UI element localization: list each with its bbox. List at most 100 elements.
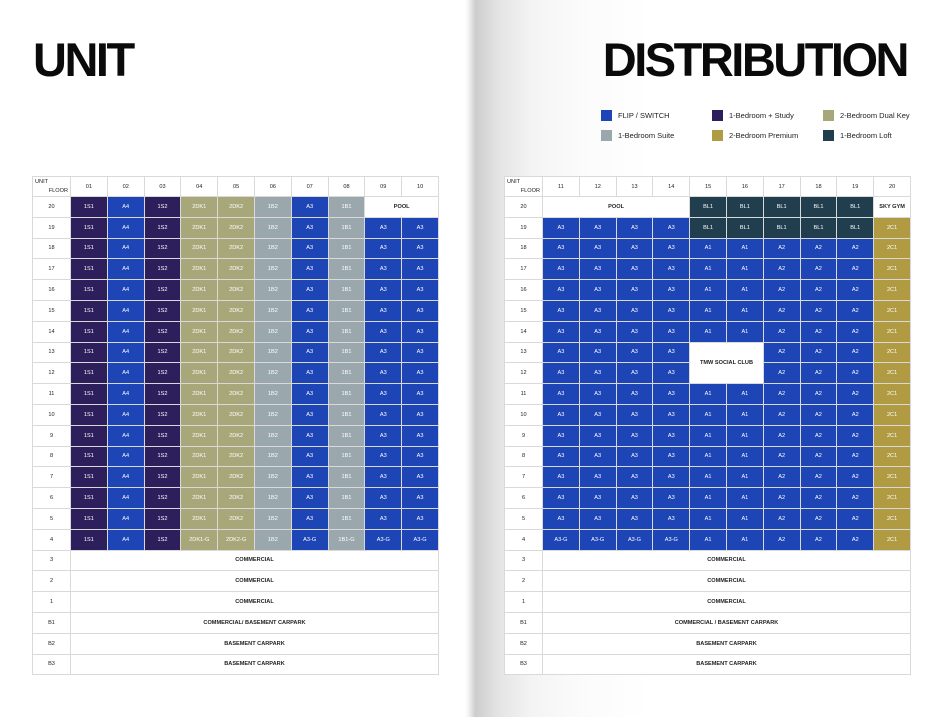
floor-number: 8	[504, 445, 543, 468]
unit-cell: A1	[689, 487, 727, 509]
unit-cell: 2C1	[873, 466, 911, 489]
unit-cell: 2DK2	[217, 487, 255, 509]
unit-cell: 1B2	[253, 362, 292, 385]
unit-cell: A4	[106, 320, 145, 343]
unit-cell: 1B1	[327, 216, 366, 239]
unit-cell: 2DK1	[180, 216, 219, 239]
unit-cell: A1	[725, 279, 764, 301]
unit-cell: A2	[762, 445, 801, 468]
unit-cell: 1B2	[253, 487, 292, 509]
unit-cell: A2	[762, 424, 801, 447]
unit-cell: A3	[578, 424, 617, 447]
unit-cell: A4	[106, 487, 145, 509]
unit-cell: 2DK1	[180, 383, 219, 405]
unit-cell: A1	[689, 237, 727, 260]
unit-cell: 2DK1	[180, 299, 219, 322]
unit-cell: 1B2	[253, 424, 292, 447]
unit-column-header: 04	[180, 176, 219, 197]
unit-cell: A4	[106, 279, 145, 301]
unit-cell: A1	[725, 507, 764, 530]
unit-cell: 1S1	[70, 196, 108, 218]
unit-cell: 1S2	[143, 466, 182, 489]
unit-cell: 2DK2	[217, 466, 255, 489]
unit-cell: A3	[364, 487, 403, 509]
lower-floor-row: 2 COMMERCIAL	[32, 570, 439, 593]
unit-column-header: 18	[799, 176, 838, 197]
unit-cell: A1	[689, 383, 727, 405]
unit-cell: A3-G	[542, 528, 580, 551]
unit-cell: 1S1	[70, 341, 108, 364]
unit-cell: A2	[799, 445, 838, 468]
floor-number: B2	[32, 632, 71, 655]
unit-cell: A2	[799, 362, 838, 385]
unit-cell: A2	[799, 341, 838, 364]
floor-row: 13 1S1 A4 1S2 2DK1 2DK2 1B2 A3 1B1 A3 A3	[32, 341, 439, 364]
unit-cell: A3	[401, 320, 439, 343]
unit-cell: A3	[364, 216, 403, 239]
floor-number: B3	[32, 653, 71, 676]
floor-row: 11 1S1 A4 1S2 2DK1 2DK2 1B2 A3 1B1 A3 A3	[32, 383, 439, 405]
unit-cell: 2DK2	[217, 258, 255, 281]
floor-number: 1	[32, 591, 71, 613]
unit-cell: BL1	[836, 216, 875, 239]
unit-cell: A3	[615, 299, 654, 322]
unit-cell: A1	[689, 299, 727, 322]
unit-cell: A3	[401, 466, 439, 489]
legend-label: 2-Bedroom Dual Key	[840, 111, 910, 120]
unit-label: UNIT	[507, 179, 521, 185]
floor-number: 13	[504, 341, 543, 364]
unit-cell: A2	[836, 507, 875, 530]
floor-row: 12 1S1 A4 1S2 2DK1 2DK2 1B2 A3 1B1 A3 A3	[32, 362, 439, 385]
floor-use-label: COMMERCIAL	[70, 570, 439, 593]
unit-cell: A1	[725, 487, 764, 509]
unit-cell: A3	[364, 362, 403, 385]
unit-cell: A3	[290, 341, 329, 364]
unit-cell: A3	[652, 341, 691, 364]
floor-row: 18 A3 A3 A3 A3 A1 A1 A2 A2 A2 2C1	[504, 237, 911, 260]
unit-cell: BL1	[799, 196, 838, 218]
floor-number: 5	[504, 507, 543, 530]
lower-floor-row: B3 BASEMENT CARPARK	[32, 653, 439, 676]
unit-column-header: 15	[689, 176, 727, 197]
unit-cell: A3	[542, 320, 580, 343]
unit-cell: A3	[364, 341, 403, 364]
unit-cell: A1	[725, 466, 764, 489]
unit-cell: A3	[542, 487, 580, 509]
lower-floor-row: 3 COMMERCIAL	[504, 549, 911, 572]
unit-cell: 2C1	[873, 383, 911, 405]
unit-cell: 2C1	[873, 258, 911, 281]
floor-row: 5 A3 A3 A3 A3 A1 A1 A2 A2 A2 2C1	[504, 507, 911, 530]
unit-cell: A3	[615, 320, 654, 343]
unit-cell: A3	[290, 320, 329, 343]
unit-cell: A3	[578, 487, 617, 509]
unit-cell: A3	[542, 424, 580, 447]
unit-cell: A2	[836, 320, 875, 343]
unit-cell: BL1	[725, 216, 764, 239]
floor-row: 19 1S1 A4 1S2 2DK1 2DK2 1B2 A3 1B1 A3 A3	[32, 216, 439, 239]
unit-cell: A3	[364, 279, 403, 301]
unit-cell: A3	[578, 258, 617, 281]
floor-row: 17 1S1 A4 1S2 2DK1 2DK2 1B2 A3 1B1 A3 A3	[32, 258, 439, 281]
unit-cell: A3	[578, 320, 617, 343]
unit-cell: A3	[290, 487, 329, 509]
floor-number: 11	[32, 383, 71, 405]
unit-cell: A4	[106, 258, 145, 281]
floor-number: 4	[504, 528, 543, 551]
floor-number: 3	[32, 549, 71, 572]
unit-cell: A3	[290, 216, 329, 239]
unit-cell: A3	[290, 362, 329, 385]
unit-cell: 1S2	[143, 424, 182, 447]
unit-cell: 2DK1	[180, 507, 219, 530]
floor-use-label: BASEMENT CARPARK	[70, 653, 439, 676]
unit-cell: 1B2	[253, 299, 292, 322]
unit-cell: A2	[762, 487, 801, 509]
legend: FLIP / SWITCH 1-Bedroom + Study 2-Bedroom …	[601, 110, 921, 148]
floor-row: 20 1S1 A4 1S2 2DK1 2DK2 1B2 A3 1B1 POOL	[32, 196, 439, 218]
floor-number: 15	[504, 299, 543, 322]
unit-cell: BL1	[836, 196, 875, 218]
unit-cell: 1B1	[327, 507, 366, 530]
unit-cell: 1B2	[253, 258, 292, 281]
unit-cell: 1B1	[327, 299, 366, 322]
unit-cell: A1	[689, 445, 727, 468]
unit-cell: 1S1	[70, 403, 108, 426]
